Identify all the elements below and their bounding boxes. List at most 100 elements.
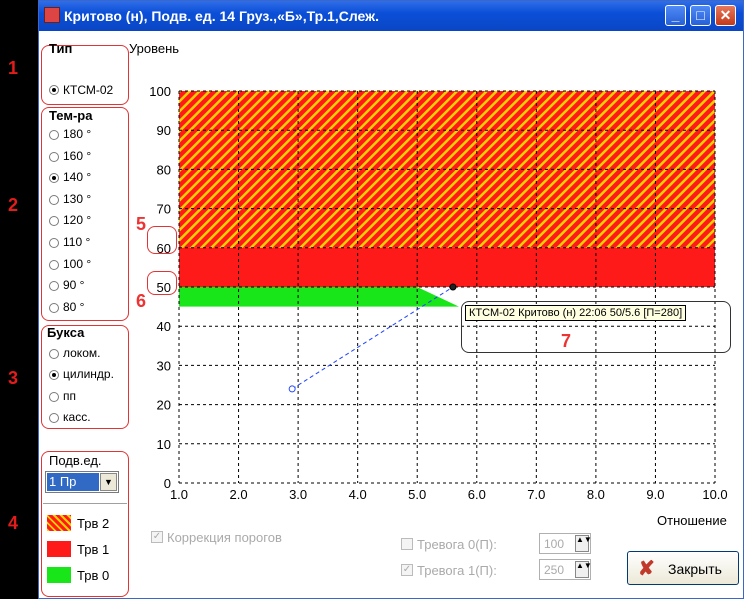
temp-radio[interactable]: [49, 302, 59, 313]
type-radio-ktsm02[interactable]: [49, 85, 59, 95]
x-tick-label: 1.0: [170, 487, 188, 502]
close-window-button[interactable]: ✕: [715, 5, 736, 26]
type-option-label: КТСМ-02: [63, 83, 114, 97]
spin-arrows-icon[interactable]: ▲▼: [575, 535, 592, 552]
legend-label: Трв 2: [77, 516, 110, 531]
temp-option-label: 120 °: [63, 213, 92, 228]
alarm0-value: 100: [544, 537, 565, 551]
alarm1-spinner[interactable]: 250 ▲▼: [539, 559, 592, 580]
window-title: Критово (н), Подв. ед. 14 Груз.,«Б»,Тр.1…: [64, 8, 379, 24]
x-tick-label: 4.0: [349, 487, 367, 502]
y-tick-label: 70: [157, 202, 171, 217]
temp-option-label: 140 °: [63, 170, 92, 185]
y-tick-label: 60: [157, 241, 171, 256]
temp-group-highlight: [41, 107, 129, 321]
temp-option-label: 100 °: [63, 256, 92, 271]
marker-50-highlight: [147, 271, 177, 295]
annotation-5: 5: [136, 214, 147, 234]
temp-radio[interactable]: [49, 173, 59, 184]
legend-swatch: [47, 567, 71, 583]
minimize-button[interactable]: _: [665, 5, 686, 26]
temp-group-title: Тем-ра: [49, 108, 93, 123]
unit-group-highlight: [41, 451, 129, 597]
temp-radio[interactable]: [49, 238, 59, 248]
temp-option-label: 160 °: [63, 148, 92, 163]
x-tick-label: 7.0: [527, 487, 545, 502]
type-group-highlight: [41, 45, 129, 105]
alarm0-spinner[interactable]: 100 ▲▼: [539, 533, 592, 554]
x-tick-label: 9.0: [646, 487, 664, 502]
temp-option-label: 110 °: [63, 235, 91, 249]
axle-radio[interactable]: [49, 391, 59, 402]
close-x-icon: ✘: [638, 558, 655, 580]
x-tick-label: 8.0: [587, 487, 605, 502]
annotation-7: 7: [561, 331, 572, 351]
marker-60-highlight: [147, 226, 177, 254]
legend-label: Трв 0: [77, 568, 110, 583]
axle-group-highlight: [41, 325, 129, 429]
x-tick-label: 3.0: [289, 487, 307, 502]
close-button[interactable]: ✘ Закрыть: [627, 551, 739, 585]
temp-option-label: 80 °: [63, 299, 85, 314]
level-label: Уровень: [129, 41, 180, 56]
temp-radio[interactable]: [49, 259, 59, 270]
annotation-3: 3: [8, 368, 19, 388]
y-tick-label: 10: [157, 437, 171, 452]
data-point: [288, 385, 296, 393]
x-axis-label: Отношение: [657, 513, 727, 528]
threshold-correction-checkbox[interactable]: ✓: [151, 531, 163, 543]
y-tick-label: 30: [157, 358, 171, 373]
temp-radio[interactable]: [49, 194, 59, 205]
y-tick-label: 50: [157, 280, 171, 295]
axle-option-label: цилиндр.: [63, 367, 114, 382]
unit-group-title: Подв.ед.: [49, 453, 102, 468]
main-window: Критово (н), Подв. ед. 14 Груз.,«Б»,Тр.1…: [38, 0, 744, 599]
y-tick-label: 100: [149, 84, 171, 99]
zone-1: [179, 247, 715, 287]
temp-radio[interactable]: [49, 130, 59, 140]
x-tick-label: 2.0: [230, 487, 248, 502]
annotation-4: 4: [8, 513, 19, 533]
temp-option-label: 90 °: [63, 278, 85, 293]
tooltip-highlight: [461, 301, 731, 353]
axle-option-label: локом.: [63, 346, 101, 360]
title-bar[interactable]: Критово (н), Подв. ед. 14 Груз.,«Б»,Тр.1…: [39, 1, 743, 31]
unit-select-value: 1 Пр: [47, 473, 99, 491]
data-point: [449, 283, 457, 291]
temp-radio[interactable]: [49, 216, 59, 227]
chevron-down-icon[interactable]: ▼: [100, 473, 117, 491]
x-tick-label: 5.0: [408, 487, 426, 502]
y-tick-label: 90: [157, 123, 171, 138]
legend-label: Трв 1: [77, 542, 110, 557]
axle-radio[interactable]: [49, 349, 59, 359]
annotation-6: 6: [136, 291, 147, 311]
app-icon: [44, 7, 60, 23]
divider: [43, 503, 127, 504]
axle-radio[interactable]: [49, 370, 59, 381]
x-tick-label: 6.0: [468, 487, 486, 502]
y-tick-label: 40: [157, 319, 171, 334]
axle-radio[interactable]: [49, 413, 59, 424]
unit-select[interactable]: 1 Пр ▼: [45, 471, 119, 493]
type-group-title: Тип: [49, 41, 73, 56]
annotation-1: 1: [8, 58, 19, 78]
data-tooltip: КТСМ-02 Критово (н) 22:06 50/5.6 [П=280]: [465, 305, 687, 321]
legend-swatch: [47, 515, 71, 531]
spin-arrows-icon[interactable]: ▲▼: [575, 561, 592, 578]
alarm1-checkbox[interactable]: ✓: [401, 564, 413, 576]
legend-swatch: [47, 541, 71, 557]
axle-option-label: пп: [63, 388, 76, 403]
temp-radio[interactable]: [49, 281, 59, 292]
alarm0-checkbox[interactable]: [401, 538, 413, 550]
alarm1-value: 250: [544, 563, 565, 577]
y-tick-label: 20: [157, 398, 171, 413]
y-tick-label: 80: [157, 162, 171, 177]
temp-radio[interactable]: [49, 151, 59, 162]
threshold-correction-label: Коррекция порогов: [167, 530, 282, 545]
temp-option-label: 130 °: [63, 191, 92, 206]
maximize-button[interactable]: □: [690, 5, 711, 26]
alarm1-label: Тревога 1(П):: [417, 563, 497, 578]
annotation-2: 2: [8, 195, 19, 215]
alarm0-label: Тревога 0(П):: [417, 537, 497, 552]
y-tick-label: 0: [164, 476, 171, 491]
